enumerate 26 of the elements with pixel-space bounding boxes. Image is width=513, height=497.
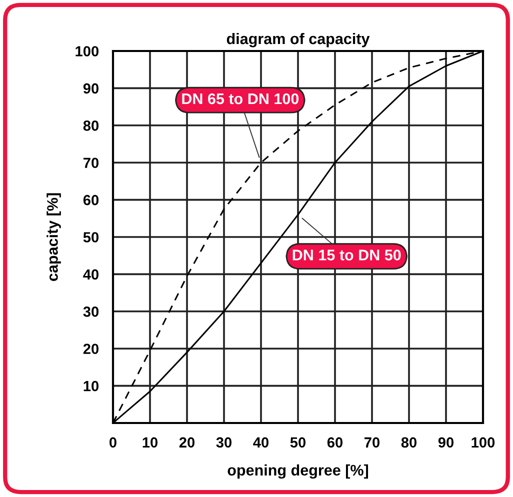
series-label: DN 15 to DN 50: [292, 250, 401, 260]
x-tick-label: 80: [401, 437, 417, 448]
x-tick-label: 60: [327, 437, 343, 448]
y-tick-label: 90: [83, 83, 99, 94]
x-tick-label: 30: [216, 437, 232, 448]
x-tick-label: 50: [290, 437, 306, 448]
x-tick-label: 10: [142, 437, 158, 448]
x-tick-label: 20: [179, 437, 195, 448]
x-tick-label: 90: [438, 437, 454, 448]
y-tick-label: 10: [84, 380, 99, 392]
y-tick-label: 70: [84, 158, 99, 168]
y-tick-label: 20: [83, 344, 99, 354]
y-tick-label: 100: [76, 46, 99, 56]
series-label: DN 65 to DN 100: [182, 93, 299, 104]
x-tick-label: 100: [472, 437, 495, 448]
y-tick-label: 30: [83, 306, 99, 317]
x-tick-label: 70: [364, 437, 380, 448]
x-tick-label: 40: [253, 437, 269, 448]
chart-title: diagram of capacity: [226, 32, 370, 48]
x-tick-label: 0: [110, 437, 116, 448]
y-tick-label: 40: [83, 269, 99, 280]
y-tick-label: 60: [83, 194, 99, 206]
y-axis-title: capacity [%]: [46, 193, 61, 281]
x-axis-title: opening degree [%]: [228, 464, 368, 479]
y-tick-label: 80: [83, 120, 99, 131]
y-tick-label: 50: [83, 232, 99, 242]
